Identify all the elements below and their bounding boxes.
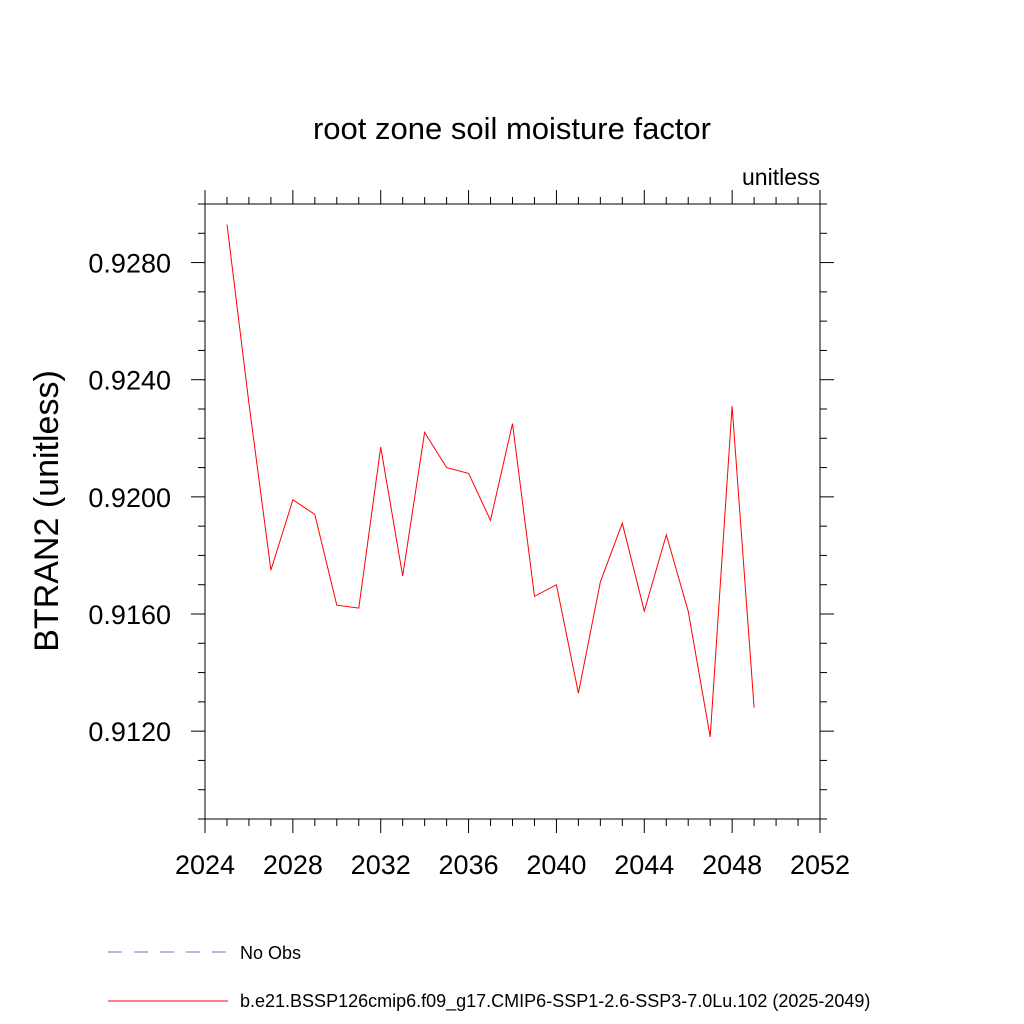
chart-title: root zone soil moisture factor [313,111,711,146]
y-tick-labels: 0.9120 0.9160 0.9200 0.9240 0.9280 [88,249,171,748]
plot-frame [204,203,821,820]
series-line [226,224,755,738]
x-tick-label: 2040 [526,850,586,880]
series-group [226,224,755,738]
y-tick-label: 0.9240 [88,366,171,396]
legend-label-no-obs: No Obs [240,943,301,963]
x-tick-label: 2048 [702,850,762,880]
x-tick-label: 2032 [351,850,411,880]
y-tick-label: 0.9120 [88,717,171,747]
axis-ticks [191,190,834,833]
x-tick-label: 2028 [263,850,323,880]
y-axis-title: BTRAN2 (unitless) [28,370,66,652]
y-tick-label: 0.9280 [88,249,171,279]
units-label: unitless [742,164,820,190]
x-tick-label: 2052 [790,850,850,880]
x-tick-labels: 2024 2028 2032 2036 2040 2044 2048 2052 [175,850,850,880]
x-tick-label: 2044 [614,850,674,880]
legend-label-series: b.e21.BSSP126cmip6.f09_g17.CMIP6-SSP1-2.… [240,991,870,1012]
legend: No Obs b.e21.BSSP126cmip6.f09_g17.CMIP6-… [108,943,870,1012]
y-tick-label: 0.9200 [88,483,171,513]
y-tick-label: 0.9160 [88,600,171,630]
x-tick-label: 2036 [439,850,499,880]
x-tick-label: 2024 [175,850,235,880]
